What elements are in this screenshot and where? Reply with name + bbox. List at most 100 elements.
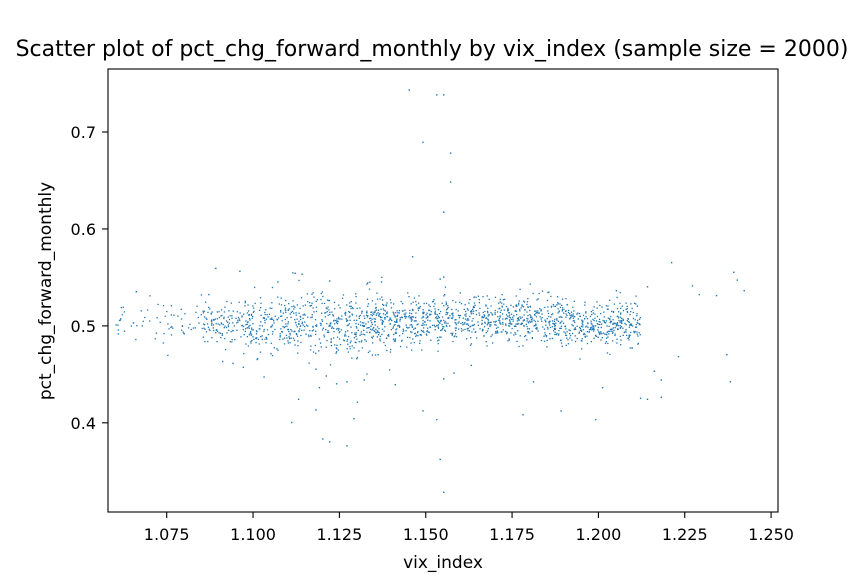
scatter-point xyxy=(609,354,610,355)
scatter-point xyxy=(287,329,288,330)
scatter-point xyxy=(404,310,405,311)
scatter-point xyxy=(464,323,465,324)
scatter-point xyxy=(594,306,595,307)
scatter-point xyxy=(371,329,372,330)
scatter-point xyxy=(157,304,158,305)
scatter-point xyxy=(495,332,496,333)
scatter-point xyxy=(413,316,414,317)
scatter-point xyxy=(599,321,600,322)
scatter-point xyxy=(475,297,476,298)
scatter-point xyxy=(554,319,555,320)
scatter-point xyxy=(608,331,609,332)
scatter-point xyxy=(372,315,373,316)
scatter-point xyxy=(375,319,376,320)
scatter-point xyxy=(623,310,624,311)
scatter-point xyxy=(566,335,567,336)
scatter-point xyxy=(536,299,537,300)
scatter-point xyxy=(216,323,217,324)
scatter-point xyxy=(203,312,204,313)
scatter-point xyxy=(189,324,190,325)
scatter-point xyxy=(260,303,261,304)
scatter-point xyxy=(519,289,520,290)
scatter-point xyxy=(347,348,348,349)
scatter-point xyxy=(208,294,209,295)
scatter-point xyxy=(511,323,512,324)
scatter-point xyxy=(606,325,607,326)
scatter-point xyxy=(445,322,446,323)
scatter-point xyxy=(617,308,618,309)
scatter-point xyxy=(472,309,473,310)
scatter-point xyxy=(415,328,416,329)
scatter-point xyxy=(336,321,337,322)
scatter-point xyxy=(341,329,342,330)
scatter-point xyxy=(434,308,435,309)
scatter-point xyxy=(356,320,357,321)
scatter-point xyxy=(557,296,558,297)
scatter-point xyxy=(251,329,252,330)
scatter-point xyxy=(316,311,317,312)
scatter-point xyxy=(582,338,583,339)
scatter-point xyxy=(518,346,519,347)
scatter-point xyxy=(253,311,254,312)
scatter-point xyxy=(300,316,301,317)
scatter-point xyxy=(207,312,208,313)
scatter-point xyxy=(360,325,361,326)
scatter-point xyxy=(563,313,564,314)
scatter-point xyxy=(225,349,226,350)
scatter-point xyxy=(222,335,223,336)
scatter-point xyxy=(568,343,569,344)
scatter-point xyxy=(537,321,538,322)
scatter-point xyxy=(351,357,352,358)
scatter-point xyxy=(587,331,588,332)
scatter-point xyxy=(281,331,282,332)
scatter-point xyxy=(433,299,434,300)
scatter-point xyxy=(337,328,338,329)
scatter-point xyxy=(256,333,257,334)
scatter-point xyxy=(507,310,508,311)
scatter-point xyxy=(286,335,287,336)
scatter-point xyxy=(467,318,468,319)
scatter-point xyxy=(201,314,202,315)
scatter-point xyxy=(331,345,332,346)
scatter-point xyxy=(392,328,393,329)
scatter-point xyxy=(469,299,470,300)
scatter-point xyxy=(437,351,438,352)
scatter-point xyxy=(578,333,579,334)
scatter-point xyxy=(625,309,626,310)
scatter-point xyxy=(163,342,164,343)
scatter-point xyxy=(458,310,459,311)
scatter-point xyxy=(450,333,451,334)
scatter-point xyxy=(637,320,638,321)
scatter-point xyxy=(556,318,557,319)
scatter-point xyxy=(350,342,351,343)
scatter-point xyxy=(619,322,620,323)
scatter-point xyxy=(409,313,410,314)
scatter-point xyxy=(573,325,574,326)
scatter-point xyxy=(228,310,229,311)
scatter-point xyxy=(522,323,523,324)
scatter-point xyxy=(549,324,550,325)
scatter-point xyxy=(343,294,344,295)
scatter-point xyxy=(519,310,520,311)
scatter-point xyxy=(535,310,536,311)
scatter-point xyxy=(274,347,275,348)
scatter-point xyxy=(260,336,261,337)
scatter-point xyxy=(437,314,438,315)
scatter-point xyxy=(284,343,285,344)
scatter-point xyxy=(473,318,474,319)
scatter-point xyxy=(486,345,487,346)
scatter-point xyxy=(552,320,553,321)
scatter-point xyxy=(207,341,208,342)
scatter-point xyxy=(460,315,461,316)
scatter-point xyxy=(287,317,288,318)
scatter-point xyxy=(397,312,398,313)
scatter-point xyxy=(451,318,452,319)
scatter-point xyxy=(182,325,183,326)
scatter-point xyxy=(464,314,465,315)
scatter-point xyxy=(355,342,356,343)
scatter-point xyxy=(329,441,330,442)
scatter-point xyxy=(299,328,300,329)
scatter-point xyxy=(303,305,304,306)
scatter-point xyxy=(468,328,469,329)
scatter-point xyxy=(620,292,621,293)
